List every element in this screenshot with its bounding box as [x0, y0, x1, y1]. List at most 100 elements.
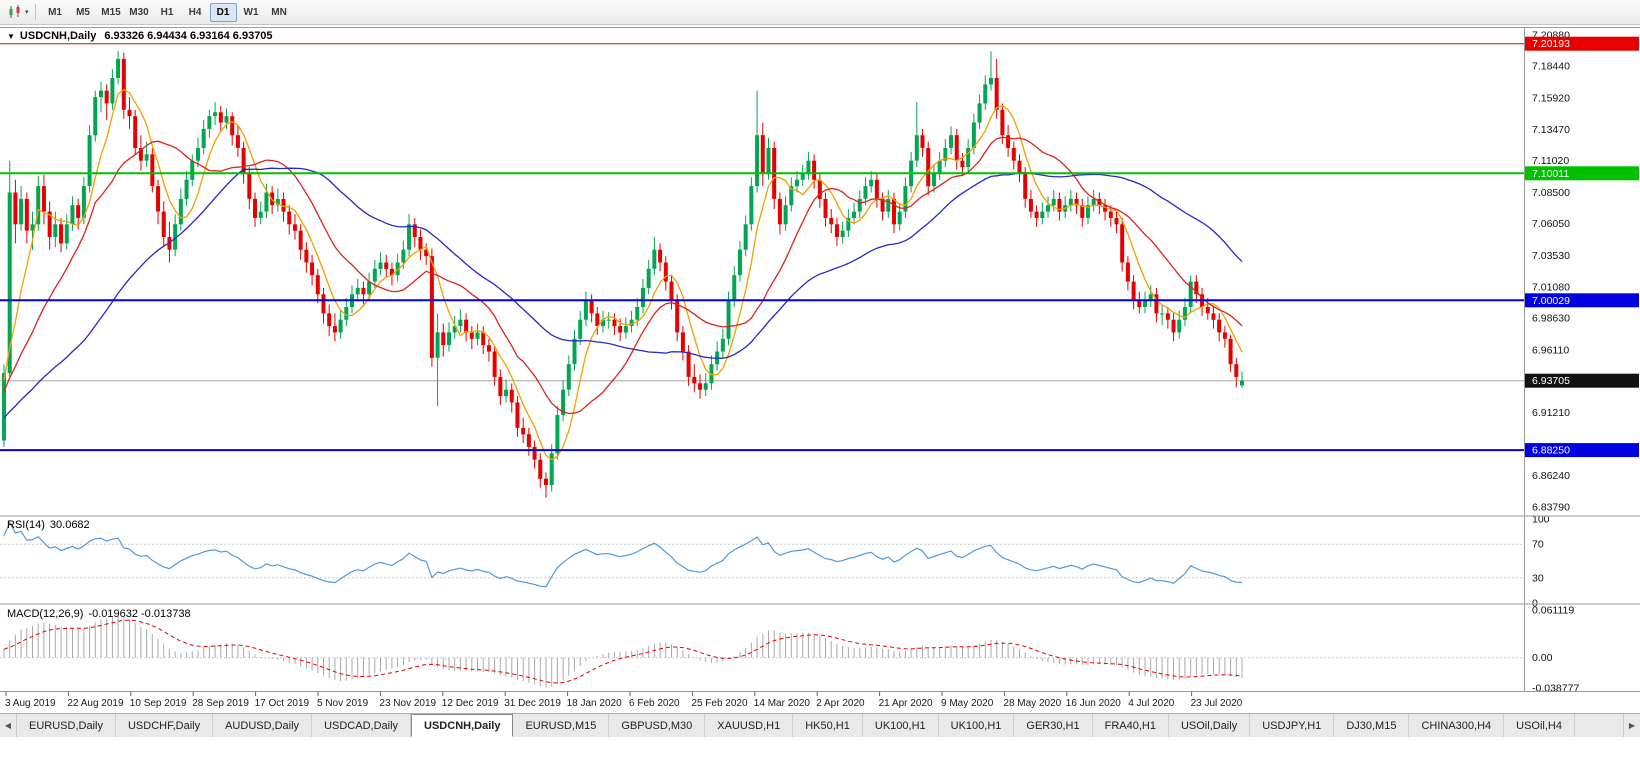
rsi-label: RSI(14) 30.0682 — [7, 519, 90, 531]
svg-text:6.91210: 6.91210 — [1532, 407, 1570, 419]
svg-text:7.10011: 7.10011 — [1532, 168, 1569, 180]
timeframe-toolbar: ▾ M1 M5 M15 M30 H1 H4 D1 W1 MN — [0, 0, 1640, 25]
chart-tab-uk100-h1[interactable]: UK100,H1 — [863, 714, 939, 737]
chart-tabs-bar: ◀ EURUSD,Daily USDCHF,Daily AUDUSD,Daily US… — [0, 713, 1640, 737]
macd-name: MACD(12,26,9) — [7, 608, 84, 620]
chart-tab-usdcnh-daily[interactable]: USDCNH,Daily — [411, 714, 514, 737]
svg-text:16 Jun 2020: 16 Jun 2020 — [1066, 698, 1121, 709]
svg-text:23 Jul 2020: 23 Jul 2020 — [1191, 698, 1243, 709]
svg-text:6.83790: 6.83790 — [1532, 501, 1570, 513]
chart-tab-china300-h4[interactable]: CHINA300,H4 — [1409, 714, 1505, 737]
chart-tab-usdcad-daily[interactable]: USDCAD,Daily — [312, 714, 412, 737]
svg-text:4 Jul 2020: 4 Jul 2020 — [1128, 698, 1175, 709]
svg-text:6.98630: 6.98630 — [1532, 313, 1570, 325]
chart-tab-uk100-h1[interactable]: UK100,H1 — [939, 714, 1015, 737]
svg-text:28 Sep 2019: 28 Sep 2019 — [192, 698, 249, 709]
svg-text:6.88250: 6.88250 — [1532, 445, 1570, 457]
chart-tab-ger30-h1[interactable]: GER30,H1 — [1014, 714, 1093, 737]
tabs-scroll-right-icon[interactable]: ▶ — [1623, 714, 1640, 737]
svg-text:9 May 2020: 9 May 2020 — [941, 698, 994, 709]
timeframe-button-w1[interactable]: W1 — [243, 6, 259, 18]
chart-tab-eurusd-m15[interactable]: EURUSD,M15 — [513, 714, 610, 737]
svg-text:6.93705: 6.93705 — [1532, 375, 1570, 387]
svg-text:28 May 2020: 28 May 2020 — [1003, 698, 1061, 709]
svg-text:21 Apr 2020: 21 Apr 2020 — [879, 698, 933, 709]
macd-pane-layer: 0.061119 0.00 -0.038777 — [0, 605, 1579, 695]
svg-text:17 Oct 2019: 17 Oct 2019 — [255, 698, 310, 709]
timeframe-button-h1[interactable]: H1 — [160, 6, 174, 18]
candles-layer — [2, 51, 1244, 498]
chart-tab-dj30-m15[interactable]: DJ30,M15 — [1334, 714, 1410, 737]
chart-symbol-label: USDCNH,Daily — [19, 30, 97, 42]
chart-window[interactable]: 7.20880 7.18440 7.15920 7.13470 7.11020 7.085… — [0, 25, 1640, 713]
svg-text:23 Nov 2019: 23 Nov 2019 — [379, 698, 436, 709]
horizontal-lines-layer[interactable] — [0, 43, 1524, 452]
svg-text:7.03530: 7.03530 — [1532, 250, 1570, 262]
svg-text:25 Feb 2020: 25 Feb 2020 — [691, 698, 748, 709]
rsi-value: 30.0682 — [49, 519, 90, 531]
timeframe-buttons-group: M1 M5 M15 M30 H1 H4 D1 W1 MN — [42, 2, 294, 22]
chart-tab-eurusd-daily[interactable]: EURUSD,Daily — [17, 714, 116, 737]
svg-text:5 Nov 2019: 5 Nov 2019 — [317, 698, 369, 709]
svg-text:12 Dec 2019: 12 Dec 2019 — [442, 698, 499, 709]
chart-tab-usdchf-daily[interactable]: USDCHF,Daily — [116, 714, 214, 737]
chart-title: ▼ USDCNH,Daily 6.93326 6.94434 6.93164 6… — [7, 30, 273, 42]
svg-text:7.18440: 7.18440 — [1532, 61, 1570, 73]
svg-text:7.11020: 7.11020 — [1532, 155, 1569, 167]
macd-label: MACD(12,26,9) -0.019632 -0.013738 — [7, 608, 191, 620]
svg-text:6.86240: 6.86240 — [1532, 470, 1570, 482]
svg-text:7.00029: 7.00029 — [1532, 295, 1570, 307]
rsi-name: RSI(14) — [7, 519, 45, 531]
svg-text:100: 100 — [1532, 514, 1550, 526]
candlestick-glyph — [9, 5, 20, 18]
svg-text:30: 30 — [1532, 572, 1544, 584]
timeframe-button-d1[interactable]: D1 — [209, 2, 237, 22]
svg-text:31 Dec 2019: 31 Dec 2019 — [504, 698, 561, 709]
toolbar-separator — [34, 4, 36, 20]
collapse-arrow-icon[interactable]: ▼ — [7, 31, 15, 41]
timeframe-button-m15[interactable]: M15 — [101, 6, 121, 18]
price-tags-layer: 7.20193 7.10011 7.00029 6.88250 6.93705 — [1525, 36, 1639, 458]
svg-text:7.13470: 7.13470 — [1532, 124, 1570, 136]
svg-text:7.01080: 7.01080 — [1532, 281, 1570, 293]
chart-type-dropdown-caret[interactable]: ▾ — [25, 9, 29, 16]
svg-text:70: 70 — [1532, 539, 1544, 551]
svg-text:7.15920: 7.15920 — [1532, 93, 1570, 105]
svg-text:14 Mar 2020: 14 Mar 2020 — [754, 698, 811, 709]
svg-text:6 Feb 2020: 6 Feb 2020 — [629, 698, 680, 709]
chart-tab-xauusd-h1[interactable]: XAUUSD,H1 — [705, 714, 794, 737]
svg-text:2 Apr 2020: 2 Apr 2020 — [816, 698, 865, 709]
ohlc-readout: 6.93326 6.94434 6.93164 6.93705 — [104, 30, 273, 42]
svg-text:10 Sep 2019: 10 Sep 2019 — [130, 698, 187, 709]
price-axis-layer: 7.208807.184407.159207.134707.110207.085… — [1532, 29, 1570, 513]
chart-tabs-list: EURUSD,Daily USDCHF,Daily AUDUSD,Daily USDC… — [17, 714, 1623, 737]
svg-text:0.061119: 0.061119 — [1532, 605, 1574, 617]
candlestick-chart-icon[interactable] — [5, 3, 25, 21]
price-chart-canvas[interactable]: 7.208807.184407.159207.134707.110207.085… — [0, 25, 1640, 713]
chart-tab-usoil-h4[interactable]: USOil,H4 — [1504, 714, 1575, 737]
svg-text:0.00: 0.00 — [1532, 652, 1553, 664]
chart-tab-usdjpy-h1[interactable]: USDJPY,H1 — [1250, 714, 1335, 737]
chart-tab-gbpusd-m30[interactable]: GBPUSD,M30 — [609, 714, 706, 737]
timeframe-button-m30[interactable]: M30 — [129, 6, 149, 18]
timeframe-button-m5[interactable]: M5 — [76, 6, 90, 18]
timeframe-button-m1[interactable]: M1 — [48, 6, 62, 18]
chart-tab-fra40-h1[interactable]: FRA40,H1 — [1093, 714, 1169, 737]
tabs-scroll-left-icon[interactable]: ◀ — [0, 714, 17, 737]
timeframe-button-h4[interactable]: H4 — [188, 6, 202, 18]
svg-text:-0.038777: -0.038777 — [1532, 683, 1579, 695]
chart-tab-audusd-daily[interactable]: AUDUSD,Daily — [213, 714, 313, 737]
macd-values: -0.019632 -0.013738 — [88, 608, 191, 620]
svg-text:3 Aug 2019: 3 Aug 2019 — [5, 698, 56, 709]
chart-tab-usoil-daily[interactable]: USOil,Daily — [1169, 714, 1251, 737]
svg-text:7.08500: 7.08500 — [1532, 187, 1570, 199]
svg-text:22 Aug 2019: 22 Aug 2019 — [67, 698, 124, 709]
chart-tab-hk50-h1[interactable]: HK50,H1 — [793, 714, 863, 737]
moving-averages-layer — [3, 88, 1243, 461]
svg-text:7.06050: 7.06050 — [1532, 218, 1570, 230]
timeframe-button-mn[interactable]: MN — [271, 6, 287, 18]
svg-text:7.20193: 7.20193 — [1532, 38, 1570, 50]
svg-text:18 Jan 2020: 18 Jan 2020 — [567, 698, 622, 709]
svg-text:6.96110: 6.96110 — [1532, 345, 1569, 357]
